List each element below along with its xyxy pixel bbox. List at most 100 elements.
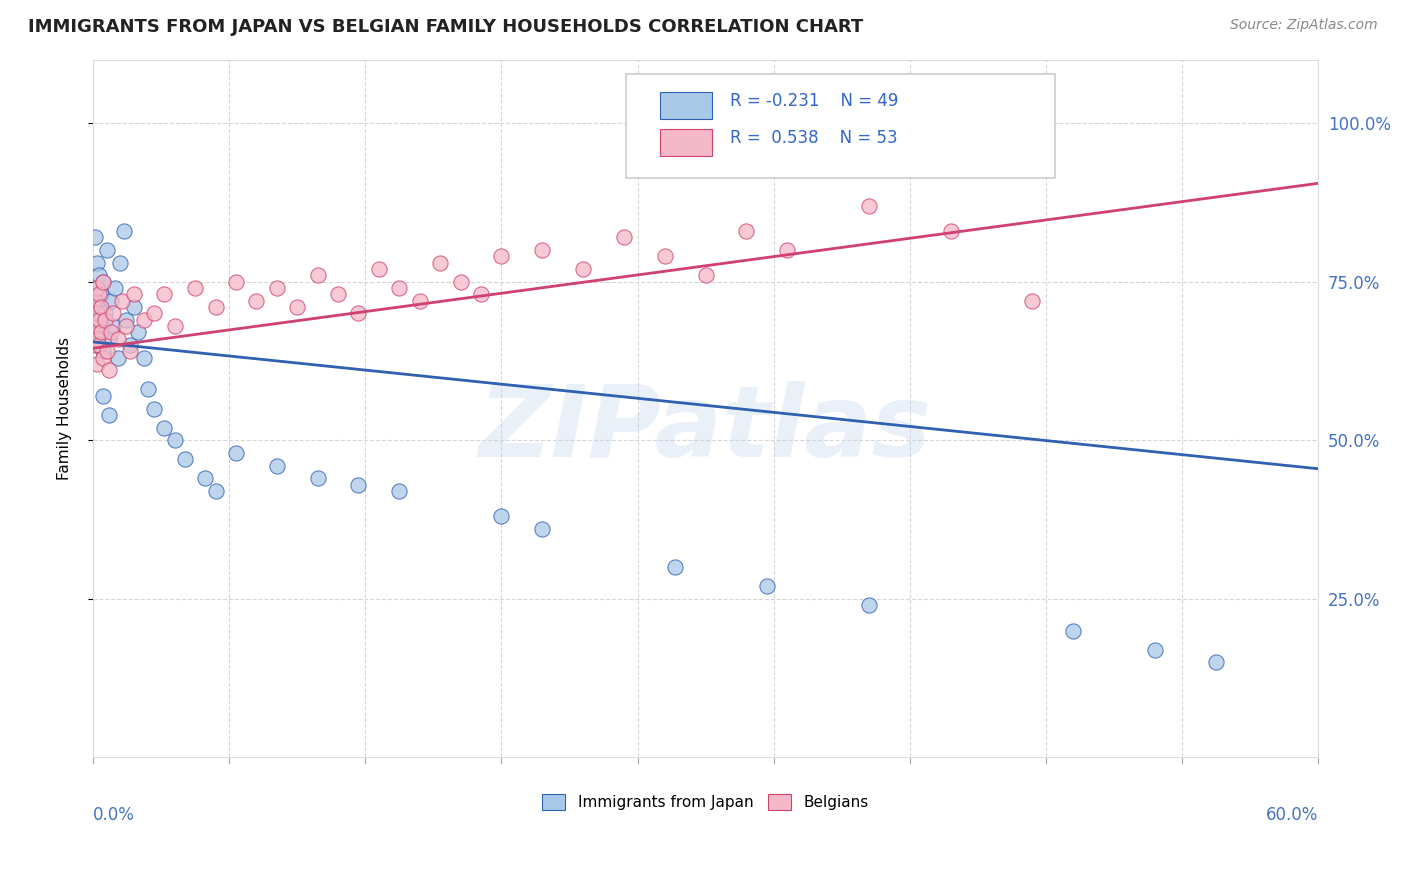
Point [572, 262, 595, 277]
Text: R =  0.538    N = 53: R = 0.538 N = 53 [730, 129, 898, 147]
Text: 0.0%: 0.0% [93, 806, 135, 824]
Point [1062, 624, 1084, 638]
Point [110, 293, 132, 308]
Point [1021, 293, 1043, 308]
Point [194, 471, 217, 485]
Point [84, 319, 107, 334]
Point [96, 243, 118, 257]
Point [470, 287, 492, 301]
Point [89, 338, 111, 352]
Point [91, 351, 114, 365]
Point [326, 287, 349, 301]
Point [347, 306, 370, 320]
Point [613, 230, 636, 244]
Point [98, 408, 121, 422]
Point [86, 306, 108, 320]
Point [84, 293, 107, 308]
Point [86, 281, 108, 295]
Point [307, 471, 329, 485]
Point [107, 332, 129, 346]
Point [654, 249, 676, 263]
Point [86, 306, 108, 320]
Point [531, 243, 554, 257]
Point [89, 287, 111, 301]
Text: R = -0.231    N = 49: R = -0.231 N = 49 [730, 93, 898, 111]
Point [118, 344, 141, 359]
Point [163, 319, 186, 334]
Point [204, 300, 226, 314]
Point [388, 483, 411, 498]
Point [100, 326, 122, 340]
Point [285, 300, 308, 314]
Point [114, 312, 136, 326]
Point [107, 351, 129, 365]
Point [184, 281, 207, 295]
Point [132, 351, 155, 365]
FancyBboxPatch shape [661, 129, 711, 156]
Point [90, 312, 112, 326]
Point [1143, 642, 1166, 657]
Point [1205, 655, 1227, 669]
Point [90, 326, 112, 340]
Text: 60.0%: 60.0% [1265, 806, 1319, 824]
Point [84, 338, 107, 352]
Point [664, 560, 686, 574]
Point [94, 306, 117, 320]
Point [104, 281, 127, 295]
Point [266, 281, 288, 295]
Point [90, 300, 112, 314]
Point [84, 319, 107, 334]
Point [307, 268, 329, 283]
Point [776, 243, 799, 257]
Point [103, 306, 125, 320]
Point [939, 224, 962, 238]
Point [84, 230, 107, 244]
Point [347, 477, 370, 491]
Point [143, 306, 166, 320]
FancyBboxPatch shape [626, 73, 1054, 178]
Point [100, 293, 122, 308]
Text: Source: ZipAtlas.com: Source: ZipAtlas.com [1230, 18, 1378, 32]
Point [163, 434, 186, 448]
Point [127, 326, 149, 340]
Point [153, 420, 176, 434]
Point [89, 268, 111, 283]
Point [266, 458, 288, 473]
Point [98, 363, 121, 377]
Point [89, 300, 111, 314]
Point [225, 446, 247, 460]
Point [491, 249, 513, 263]
Point [491, 509, 513, 524]
Point [91, 275, 114, 289]
Point [84, 293, 107, 308]
Point [735, 224, 758, 238]
Point [112, 224, 135, 238]
Point [429, 255, 451, 269]
Text: ZIPatlas: ZIPatlas [479, 381, 932, 478]
Point [153, 287, 176, 301]
Point [122, 300, 145, 314]
Point [98, 332, 121, 346]
Point [225, 275, 247, 289]
Text: IMMIGRANTS FROM JAPAN VS BELGIAN FAMILY HOUSEHOLDS CORRELATION CHART: IMMIGRANTS FROM JAPAN VS BELGIAN FAMILY … [28, 18, 863, 36]
Point [91, 344, 114, 359]
Point [114, 319, 136, 334]
Point [367, 262, 389, 277]
Point [94, 312, 117, 326]
Point [86, 332, 108, 346]
Point [695, 268, 717, 283]
Point [91, 275, 114, 289]
Point [91, 389, 114, 403]
Point [132, 312, 155, 326]
Point [89, 312, 111, 326]
Point [90, 287, 112, 301]
Point [86, 281, 108, 295]
Point [858, 198, 880, 212]
Point [409, 293, 432, 308]
Point [204, 483, 226, 498]
Point [86, 338, 108, 352]
Point [143, 401, 166, 416]
Point [86, 255, 108, 269]
Point [122, 287, 145, 301]
Point [96, 344, 118, 359]
